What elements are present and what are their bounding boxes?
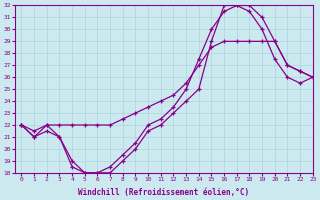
X-axis label: Windchill (Refroidissement éolien,°C): Windchill (Refroidissement éolien,°C) bbox=[78, 188, 250, 197]
